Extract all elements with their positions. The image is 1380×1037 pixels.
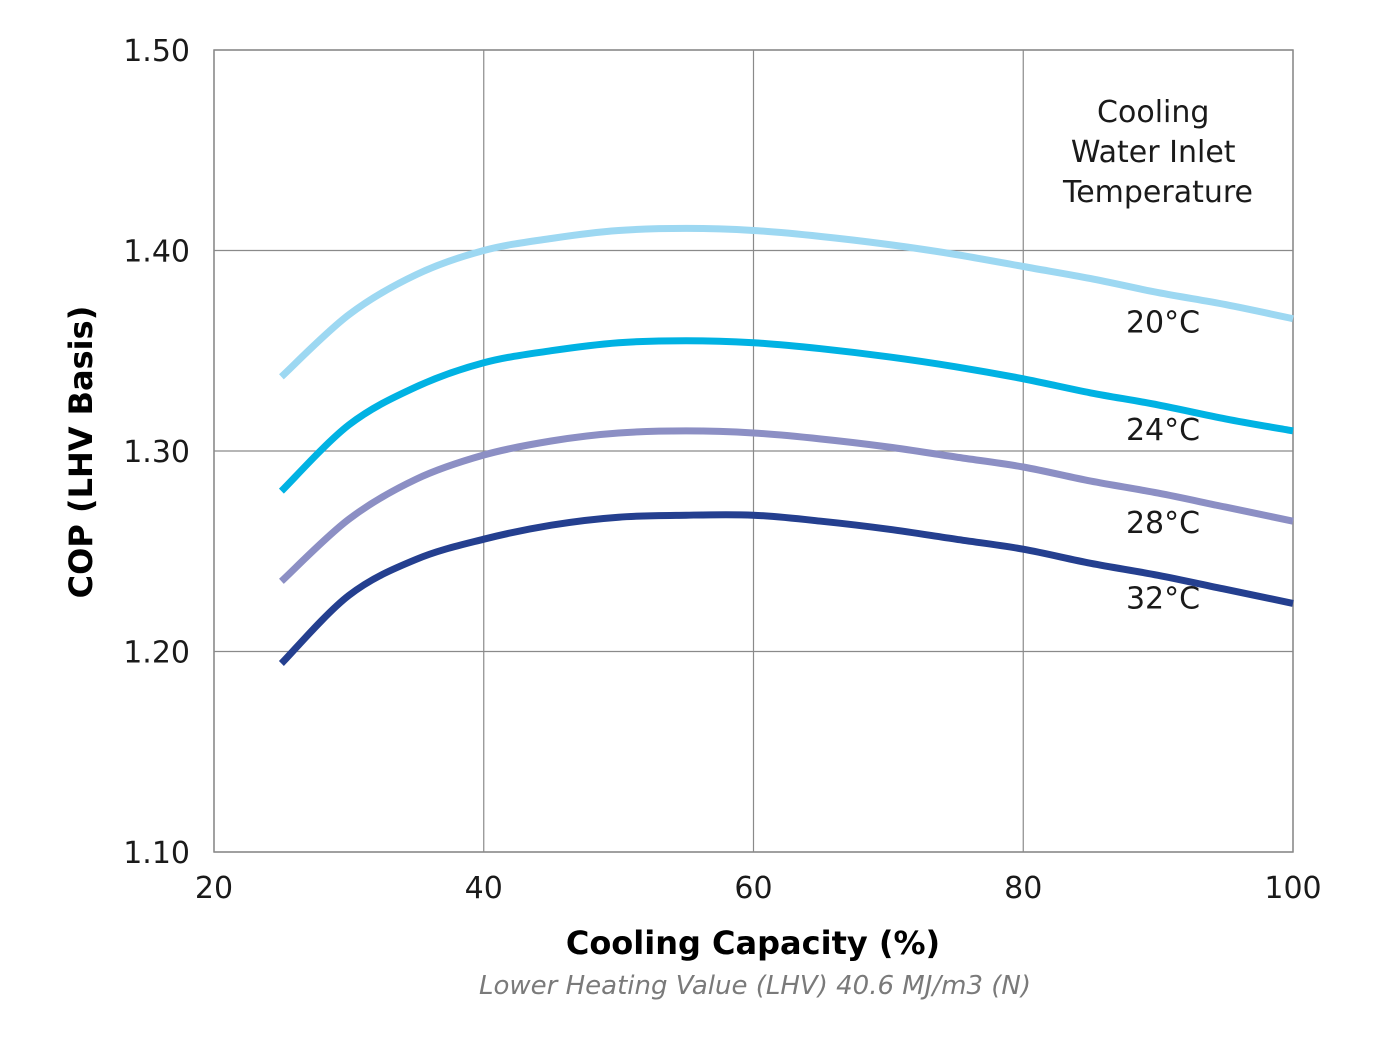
lhv-note: Lower Heating Value (LHV) 40.6 MJ/m3 (N) bbox=[479, 971, 1031, 1001]
x-tick-label: 60 bbox=[734, 871, 772, 906]
x-tick-label: 20 bbox=[195, 871, 233, 906]
tick-labels: 20 40 60 80 100 1.10 1.20 1.30 1.40 1.50 bbox=[123, 34, 1321, 906]
y-tick-label: 1.30 bbox=[123, 435, 190, 470]
series-labels: 20°C 24°C 28°C 32°C bbox=[1126, 306, 1200, 617]
plot-frame bbox=[213, 49, 1294, 853]
series-label: 28°C bbox=[1126, 506, 1200, 541]
series-line-28c bbox=[279, 427, 1294, 584]
y-tick-label: 1.50 bbox=[123, 34, 190, 69]
y-tick-label: 1.40 bbox=[123, 235, 190, 270]
x-axis-title: Cooling Capacity (%) bbox=[566, 924, 940, 962]
x-tick-label: 80 bbox=[1004, 871, 1042, 906]
legend-title-line-3: Temperature bbox=[1062, 175, 1253, 210]
y-tick-label: 1.10 bbox=[123, 836, 190, 871]
series-line-32c bbox=[278, 511, 1294, 666]
series-line-24c bbox=[278, 337, 1294, 494]
y-tick-label: 1.20 bbox=[123, 636, 190, 671]
x-tick-label: 40 bbox=[465, 871, 503, 906]
series-label: 24°C bbox=[1126, 413, 1200, 448]
series-lines bbox=[278, 224, 1294, 666]
series-line-20c bbox=[279, 224, 1294, 380]
series-label: 20°C bbox=[1126, 306, 1200, 341]
legend-title-line-1: Cooling bbox=[1097, 95, 1209, 130]
legend-title: Cooling Water Inlet Temperature bbox=[1062, 95, 1253, 210]
series-label: 32°C bbox=[1126, 581, 1200, 616]
legend-title-line-2: Water Inlet bbox=[1071, 135, 1236, 170]
x-tick-label: 100 bbox=[1264, 871, 1321, 906]
grid bbox=[213, 49, 1294, 853]
y-axis-title: COP (LHV Basis) bbox=[62, 306, 100, 599]
